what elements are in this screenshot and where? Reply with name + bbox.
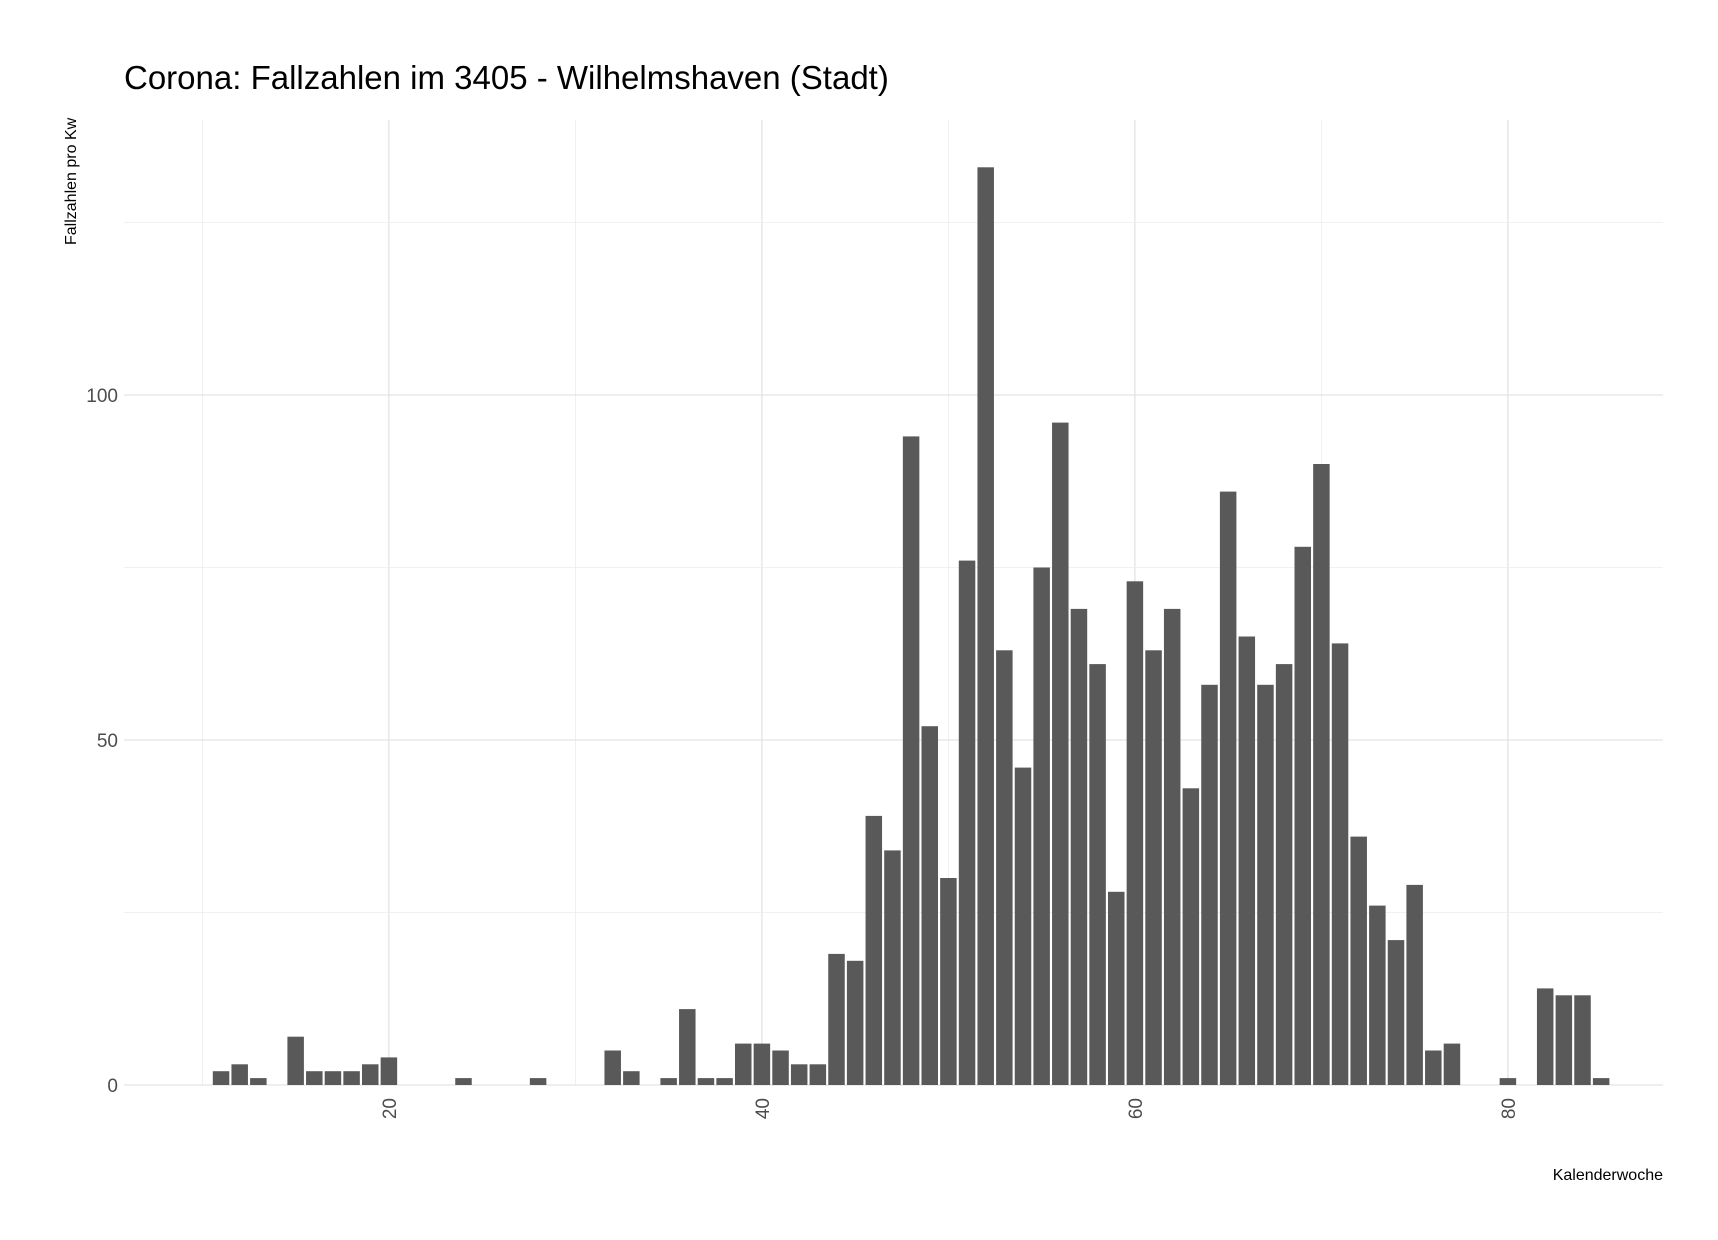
y-tick-label-100: 100 (86, 386, 118, 407)
bar-kw-32 (604, 1050, 621, 1085)
bar-kw-42 (790, 1064, 808, 1085)
bar-kw-73 (1369, 905, 1386, 1085)
bar-kw-48 (902, 436, 920, 1085)
bar-kw-58 (1089, 664, 1106, 1085)
bar-kw-76 (1425, 1050, 1442, 1085)
bar-kw-75 (1406, 884, 1423, 1085)
bar-kw-17 (324, 1071, 342, 1085)
bar-kw-56 (1052, 422, 1069, 1086)
bar-kw-67 (1257, 684, 1274, 1085)
bar-kw-41 (772, 1050, 789, 1085)
bar-kw-11 (212, 1071, 230, 1085)
bar-kw-28 (529, 1078, 547, 1085)
x-tick-label-20: 20 (380, 1098, 401, 1119)
bar-kw-53 (996, 650, 1013, 1085)
bar-kw-16 (306, 1071, 323, 1085)
y-tick-label-50: 50 (97, 731, 118, 752)
bar-kw-24 (455, 1078, 472, 1085)
bar-kw-15 (287, 1036, 304, 1085)
bar-kw-54 (1014, 767, 1032, 1085)
bar-kw-13 (250, 1078, 267, 1085)
bar-kw-55 (1033, 567, 1050, 1085)
chart-title: Corona: Fallzahlen im 3405 - Wilhelmshav… (124, 59, 889, 96)
bar-kw-62 (1163, 608, 1181, 1085)
bar-kw-20 (380, 1057, 398, 1085)
bar-kw-68 (1275, 664, 1293, 1085)
bar-kw-69 (1294, 546, 1311, 1085)
bar-kw-47 (884, 850, 901, 1085)
bar-kw-51 (958, 560, 976, 1085)
x-tick-label-80: 80 (1499, 1098, 1520, 1119)
bar-kw-36 (679, 1009, 696, 1085)
bar-kw-65 (1219, 491, 1237, 1086)
bar-kw-84 (1574, 995, 1591, 1085)
bar-kw-12 (231, 1064, 248, 1085)
bar-kw-60 (1126, 581, 1144, 1085)
bar-kw-19 (362, 1064, 379, 1085)
tick-labels: 0 50 100 20 40 60 80 (86, 386, 1520, 1119)
bar-kw-77 (1443, 1043, 1461, 1085)
bar-kw-39 (735, 1043, 752, 1085)
bar-kw-18 (343, 1071, 360, 1085)
bar-kw-46 (865, 815, 883, 1085)
y-axis-title: Fallzahlen pro Kw (63, 117, 80, 245)
bar-kw-64 (1201, 684, 1218, 1085)
bar-kw-33 (623, 1071, 640, 1085)
bar-kw-61 (1145, 650, 1162, 1085)
bar-kw-43 (809, 1064, 827, 1085)
bars (212, 167, 1610, 1086)
y-tick-label-0: 0 (107, 1076, 118, 1097)
bar-kw-85 (1592, 1078, 1610, 1085)
bar-kw-82 (1536, 988, 1554, 1085)
bar-kw-71 (1331, 643, 1349, 1085)
x-tick-label-40: 40 (753, 1098, 774, 1119)
bar-kw-45 (846, 960, 864, 1085)
bar-kw-35 (660, 1078, 677, 1085)
bar-kw-63 (1182, 788, 1200, 1085)
bar-kw-50 (940, 878, 957, 1085)
bar-kw-83 (1555, 995, 1573, 1085)
bar-kw-37 (697, 1078, 715, 1085)
bar-kw-40 (753, 1043, 771, 1085)
bar-kw-57 (1070, 608, 1088, 1085)
bar-kw-52 (977, 167, 994, 1086)
bar-kw-44 (828, 953, 845, 1085)
bar-kw-80 (1499, 1078, 1517, 1085)
x-axis-title: Kalenderwoche (1553, 1167, 1663, 1184)
bar-kw-49 (921, 726, 938, 1085)
bar-kw-66 (1238, 636, 1256, 1085)
bar-kw-59 (1108, 891, 1125, 1085)
bar-kw-74 (1387, 940, 1405, 1085)
bar-kw-72 (1350, 836, 1367, 1085)
x-tick-label-60: 60 (1126, 1098, 1147, 1119)
bar-kw-70 (1313, 464, 1330, 1085)
bar-kw-38 (716, 1078, 733, 1085)
